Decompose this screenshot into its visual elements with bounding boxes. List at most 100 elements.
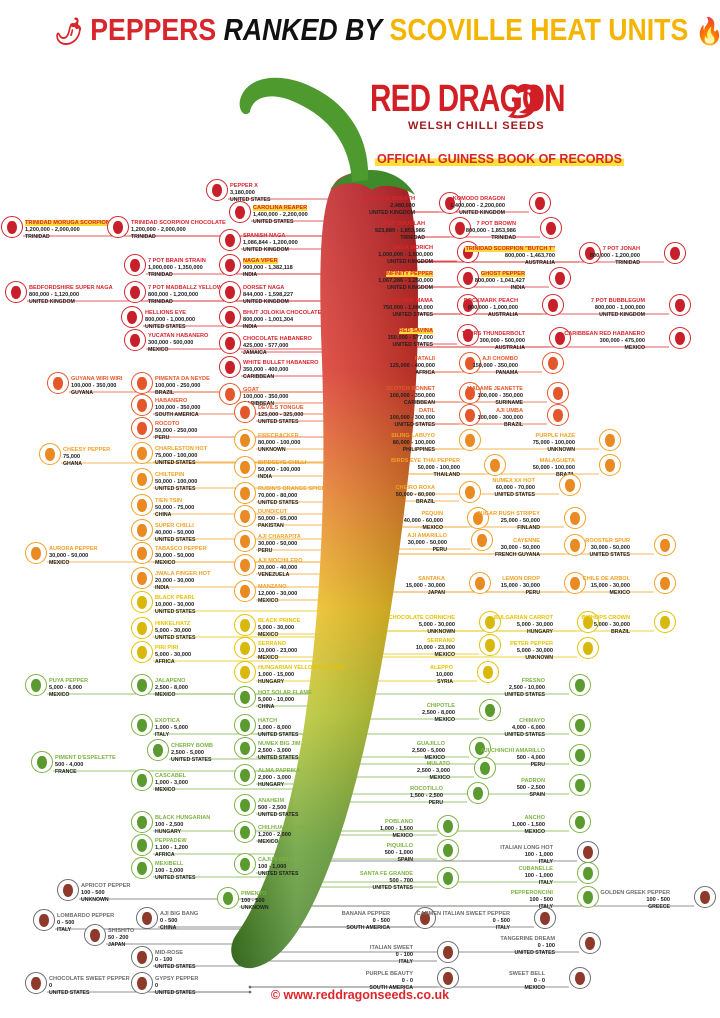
- pepper-icon: [540, 911, 550, 925]
- pepper-origin: UNITED STATES: [258, 812, 299, 818]
- pepper-icon: [575, 718, 585, 732]
- pepper-name: CASCABEL: [155, 773, 187, 779]
- dragon-icon: [507, 84, 541, 119]
- pepper-thumbnail: [219, 383, 241, 405]
- pepper-name: LEMON DROP: [502, 576, 540, 582]
- pepper-origin: MEXICO: [429, 775, 450, 781]
- pepper-thumbnail: [669, 294, 691, 316]
- pepper-icon: [137, 472, 147, 486]
- pepper-icon: [465, 408, 475, 422]
- pepper-label: AJI MOCHILERO 20,000 - 40,000 VENEZUELA: [258, 554, 302, 579]
- pepper-origin: SURINAME: [495, 400, 523, 406]
- pepper-thumbnail: [577, 637, 599, 659]
- pepper-thumbnail: [217, 887, 239, 909]
- fire-icon: 🔥: [696, 17, 720, 47]
- pepper-name: CHEESY PEPPER: [63, 447, 111, 453]
- pepper-label: POBLANO 1,000 - 1,500 MEXICO: [380, 815, 413, 840]
- pepper-origin: HUNGARY: [258, 782, 285, 788]
- pepper-shu-range: 5,000 - 30,000: [258, 625, 295, 631]
- pepper-shu-range: 5,000 - 30,000: [155, 652, 192, 658]
- pepper-label: ITALIAN SWEET 0 - 100 ITALY: [370, 941, 413, 966]
- pepper-icon: [137, 595, 147, 609]
- pepper-thumbnail: [219, 306, 241, 328]
- pepper-icon: [137, 498, 147, 512]
- pepper-name: CHILTEPIN: [155, 472, 185, 478]
- pepper-name: 7 POT BROWN: [476, 221, 516, 227]
- pepper-origin: FINLAND: [517, 525, 540, 531]
- pepper-label: CHEESY PEPPER 75,000 GHANA: [63, 443, 110, 468]
- pepper-origin: BRAZIL: [155, 390, 175, 396]
- pepper-icon: [485, 615, 495, 629]
- pepper-origin: UNITED KINGDOM: [599, 312, 645, 318]
- pepper-origin: UNITED STATES: [514, 950, 555, 956]
- pepper-name: CHILHUACLE NEGRO: [258, 825, 317, 831]
- pepper-thumbnail: [131, 567, 153, 589]
- pepper-name: SPANISH NAGA: [243, 233, 286, 239]
- pepper-thumbnail: [234, 794, 256, 816]
- pepper-icon: [225, 360, 235, 374]
- pepper-icon: [583, 890, 593, 904]
- pepper-thumbnail: [569, 674, 591, 696]
- pepper-label: PIQUILLO 500 - 1,000 SPAIN: [385, 839, 413, 864]
- pepper-icon: [137, 546, 147, 560]
- pepper-origin: MEXICO: [49, 560, 70, 566]
- pepper-origin: BRAZIL: [415, 499, 435, 505]
- pepper-shu-range: 3,180,000: [230, 190, 255, 196]
- pepper-label: TRINIDAD SCORPION "BUTCH T" 800,000 - 1,4…: [465, 242, 555, 267]
- pepper-shu-range: 30,000 - 50,000: [407, 540, 447, 546]
- pepper-label: RUBIN'S ORANGE SPICE 70,000 - 80,000 UNITE…: [258, 482, 325, 507]
- pepper-origin: ITALY: [538, 859, 553, 865]
- pepper-thumbnail: [131, 372, 153, 394]
- pepper-icon: [475, 576, 485, 590]
- pepper-icon: [465, 356, 475, 370]
- pepper-label: DUNDICUT 50,000 - 65,000 PAKISTAN: [258, 505, 297, 530]
- pepper-origin: MEXICO: [434, 717, 455, 723]
- pepper-origin: UNITED STATES: [504, 692, 545, 698]
- pepper-shu-range: 2,500 - 8,000: [155, 685, 188, 691]
- pepper-thumbnail: [234, 661, 256, 683]
- pepper-shu-range: 500 - 2,500: [516, 785, 545, 791]
- pepper-name: 7 POT DOUGLAH: [379, 221, 425, 227]
- pepper-thumbnail: [654, 572, 676, 594]
- pepper-shu-range: 0 - 100: [395, 952, 413, 958]
- pepper-icon: [570, 538, 580, 552]
- pepper-origin: PERU: [155, 435, 170, 441]
- pepper-shu-range: 15,000 - 30,000: [405, 583, 445, 589]
- pepper-icon: [225, 258, 235, 272]
- pepper-shu-range: 800,000 - 1,463,700: [504, 253, 555, 259]
- pepper-icon: [445, 196, 455, 210]
- pepper-shu-range: 800,000 - 1,120,000: [29, 292, 80, 298]
- pepper-icon: [660, 576, 670, 590]
- pepper-icon: [240, 618, 250, 632]
- pepper-icon: [137, 678, 147, 692]
- pepper-icon: [137, 621, 147, 635]
- pepper-thumbnail: [234, 764, 256, 786]
- pepper-origin: UNITED STATES: [155, 875, 196, 881]
- pepper-thumbnail: [219, 254, 241, 276]
- pepper-origin: MEXICO: [148, 347, 169, 353]
- pepper-name: SUGAR RUSH STRIPEY: [476, 511, 540, 517]
- pepper-icon: [137, 645, 147, 659]
- pepper-label: HINKELHATZ 5,000 - 30,000 UNITED STATES: [155, 617, 195, 642]
- pepper-name: SILING LABUYO: [391, 433, 435, 439]
- pepper-label: FRESNO 2,500 - 10,000 UNITED STATES: [505, 674, 545, 699]
- pepper-name: CAROLINA REAPER: [253, 205, 308, 211]
- pepper-name: CHILE DE ARBOL: [582, 576, 630, 582]
- pepper-name: BIRDS EYE THAI PEPPER: [390, 458, 460, 464]
- pepper-icon: [555, 331, 565, 345]
- pepper-origin: BRAZIL: [503, 422, 523, 428]
- pepper-origin: SOUTH AMERICA: [155, 412, 199, 418]
- website-footer[interactable]: © www.reddragonseeds.co.uk: [270, 988, 450, 1002]
- pepper-origin: UNKNOWN: [547, 447, 575, 453]
- pepper-origin: INDIA: [243, 324, 258, 330]
- pepper-name: ALMA PAPRIKA: [258, 768, 301, 774]
- pepper-thumbnail: [459, 404, 481, 426]
- pepper-origin: GREECE: [648, 904, 670, 910]
- pepper-label: SWEET BELL 0 - 0 MEXICO: [509, 967, 545, 992]
- pepper-shu-range: 1,000 - 1,500: [512, 822, 545, 828]
- pepper-icon: [137, 838, 147, 852]
- pepper-origin: AUSTRALIA: [495, 345, 525, 351]
- pepper-origin: CARIBBEAN: [403, 400, 435, 406]
- pepper-origin: PERU: [258, 548, 273, 554]
- pepper-label: BLACK HUNGARIAN 100 - 2,500 HUNGARY: [155, 811, 210, 836]
